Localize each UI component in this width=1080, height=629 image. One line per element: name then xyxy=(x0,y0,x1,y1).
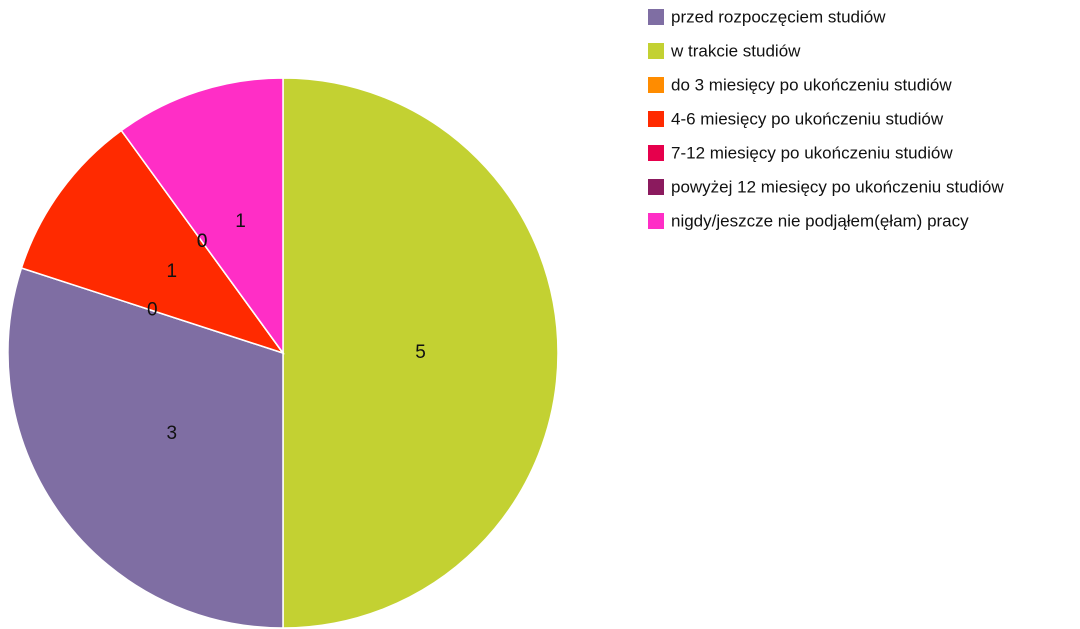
slice-label: 0 xyxy=(147,300,158,321)
slice-label: 3 xyxy=(166,423,177,444)
legend-swatch xyxy=(648,179,664,195)
pie-slice xyxy=(120,77,284,356)
legend-swatch xyxy=(648,111,664,127)
legend-swatch xyxy=(648,213,664,229)
legend-label: nigdy/jeszcze nie podjąłem(ęłam) pracy xyxy=(671,211,969,230)
pie-slice xyxy=(20,129,285,355)
legend-label: powyżej 12 miesięcy po ukończeniu studió… xyxy=(671,177,1004,196)
legend-label: 7-12 miesięcy po ukończeniu studiów xyxy=(671,143,953,162)
legend-label: 4-6 miesięcy po ukończeniu studiów xyxy=(671,109,944,128)
legend-swatch xyxy=(648,77,664,93)
legend-label: do 3 miesięcy po ukończeniu studiów xyxy=(671,75,952,94)
pie-slice xyxy=(282,77,559,629)
legend-swatch xyxy=(648,9,664,25)
slice-label: 0 xyxy=(197,231,208,252)
legend-swatch xyxy=(648,43,664,59)
slice-label: 1 xyxy=(235,211,246,232)
slice-label: 5 xyxy=(415,342,426,363)
legend-label: w trakcie studiów xyxy=(670,41,801,60)
slice-label: 1 xyxy=(166,261,177,282)
slice-label: 0 xyxy=(197,231,208,252)
pie-slice xyxy=(7,267,284,629)
legend-label: przed rozpoczęciem studiów xyxy=(671,7,886,26)
legend-swatch xyxy=(648,145,664,161)
